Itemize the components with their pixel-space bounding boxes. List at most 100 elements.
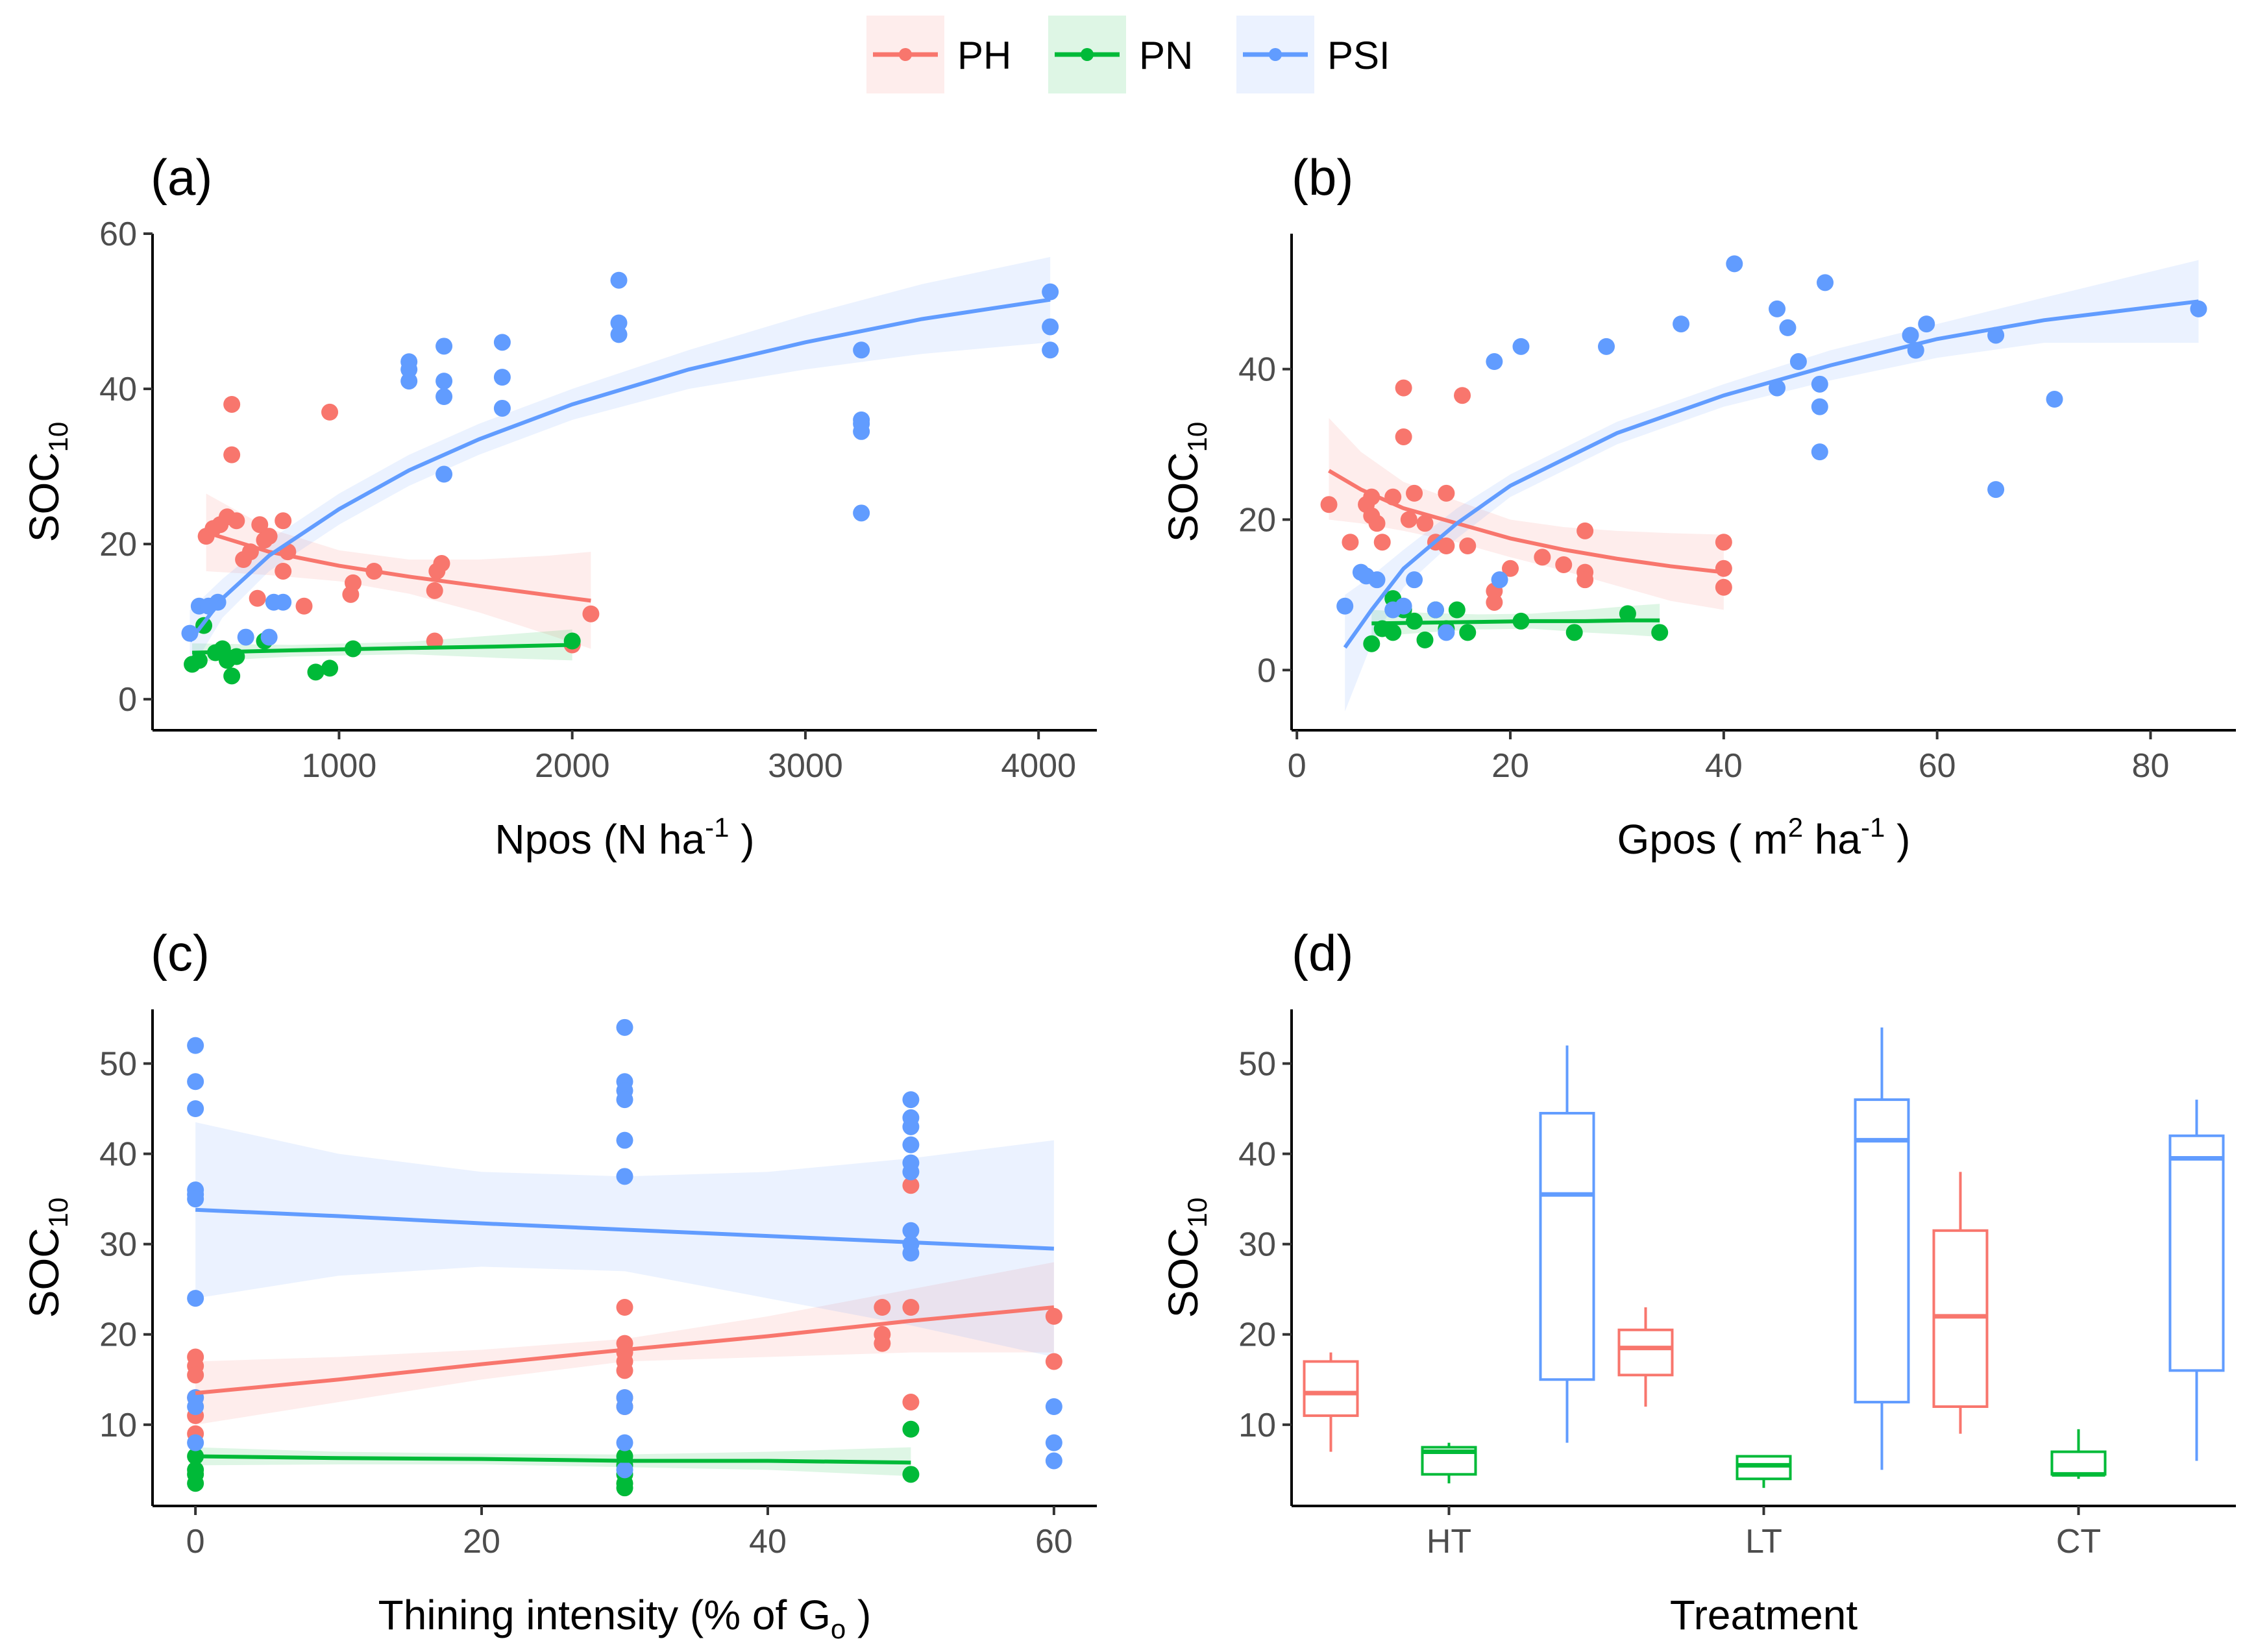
- data-point-psi: [853, 423, 870, 440]
- data-point-psi: [436, 465, 453, 483]
- x-axis-title-main: Npos (N ha: [495, 816, 705, 863]
- y-tick-label: 20: [99, 526, 137, 563]
- data-point-pn: [1416, 631, 1434, 648]
- data-point-psi: [902, 1091, 920, 1109]
- box-lt-ph: [1617, 1307, 1674, 1407]
- data-point-psi: [1438, 624, 1455, 641]
- box-ht-pn: [1421, 1442, 1477, 1484]
- data-point-psi: [616, 1168, 633, 1185]
- x-axis-title-tail: ha: [1803, 816, 1861, 863]
- y-tick-label: 30: [99, 1226, 137, 1264]
- data-point-psi: [1769, 379, 1786, 397]
- data-point-psi: [1042, 341, 1059, 359]
- legend-label: PH: [957, 34, 1011, 77]
- data-point-psi: [2046, 391, 2063, 408]
- legend-item-psi: PSI: [1236, 16, 1390, 93]
- data-point-psi: [187, 1073, 204, 1091]
- data-point-psi: [436, 388, 453, 406]
- fit-line-pn: [195, 1454, 911, 1465]
- data-point-psi: [187, 1037, 204, 1054]
- x-axis-title-tail: ): [846, 1592, 871, 1638]
- legend-key-point: [1081, 48, 1094, 61]
- data-point-ph: [1438, 537, 1455, 555]
- x-tick-label: LT: [1745, 1523, 1782, 1560]
- data-point-pn: [190, 652, 208, 669]
- fit-line-ph: [195, 1305, 1055, 1396]
- fit-line-psi: [195, 1207, 1054, 1251]
- data-point-psi: [260, 628, 278, 646]
- data-point-psi: [902, 1244, 920, 1262]
- data-point-ph: [1715, 534, 1732, 551]
- box-body: [2050, 1450, 2107, 1476]
- data-point-psi: [610, 271, 628, 289]
- data-point-psi: [187, 1100, 204, 1117]
- data-point-ph: [1502, 560, 1519, 577]
- panel-b: (b) 0 20 40 SOC10 Gpos ( m2 ha-1 ) 0 20 40 60 80: [1160, 149, 2236, 863]
- series-psi-points: [1336, 255, 2207, 641]
- y-tick-label: 10: [99, 1407, 137, 1444]
- y-axis-title-main: SOC: [1160, 452, 1207, 543]
- x-tick-label: 4000: [1001, 747, 1076, 785]
- data-point-psi: [1817, 274, 1834, 291]
- data-point-ph: [275, 512, 292, 530]
- x-tick-label: 40: [749, 1523, 787, 1560]
- data-point-ph: [260, 528, 278, 545]
- y-axis-title: SOC10: [21, 422, 73, 542]
- data-point-ph: [251, 516, 269, 534]
- data-point-psi: [187, 1290, 204, 1307]
- y-axis-title: SOC10: [1160, 422, 1212, 542]
- data-point-psi: [493, 334, 511, 351]
- y-axis-title-sub: 10: [1182, 1198, 1212, 1228]
- data-point-pn: [902, 1420, 920, 1438]
- data-point-ph: [295, 597, 313, 615]
- y-axis-title-sub: 10: [1182, 422, 1212, 452]
- data-point-ph: [1715, 578, 1732, 596]
- data-point-pn: [1363, 635, 1380, 652]
- box-ct-psi: [2168, 1100, 2225, 1461]
- data-point-psi: [1902, 327, 1919, 344]
- series-psi-points: [181, 271, 1059, 646]
- data-point-ph: [1395, 428, 1412, 445]
- y-axis-title: SOC10: [21, 1198, 73, 1318]
- data-point-ph: [1320, 496, 1338, 513]
- data-point-psi: [902, 1118, 920, 1135]
- panel-label: (d): [1292, 924, 1353, 981]
- data-point-psi: [187, 1398, 204, 1415]
- x-tick-label: 0: [186, 1523, 205, 1560]
- box-body: [1303, 1360, 1359, 1417]
- data-point-psi: [493, 369, 511, 386]
- x-axis-title: Thining intensity (% of Go ): [378, 1592, 872, 1644]
- x-axis-title-tail: ): [729, 816, 754, 863]
- data-point-ph: [902, 1394, 920, 1411]
- data-point-ph: [249, 589, 266, 607]
- box-lt-pn: [1736, 1455, 1792, 1488]
- data-point-psi: [1726, 255, 1743, 273]
- box-body: [2168, 1134, 2225, 1372]
- data-point-psi: [1336, 597, 1354, 615]
- data-point-pn: [616, 1479, 633, 1497]
- y-tick-label: 40: [99, 1136, 137, 1174]
- data-point-ph: [1454, 387, 1471, 404]
- box-body: [1617, 1328, 1674, 1377]
- legend-key-point: [899, 48, 912, 61]
- data-point-ph: [616, 1362, 633, 1379]
- data-point-ph: [874, 1299, 891, 1316]
- x-axis-title-sup2: -1: [1861, 812, 1885, 843]
- data-point-psi: [1512, 338, 1530, 355]
- legend-item-pn: PN: [1048, 16, 1193, 93]
- data-point-ph: [1715, 560, 1732, 577]
- data-point-psi: [1491, 571, 1508, 589]
- data-point-ph: [1486, 593, 1503, 611]
- legend-label: PSI: [1327, 34, 1390, 77]
- panel-label: (a): [151, 149, 212, 206]
- data-point-psi: [400, 373, 418, 390]
- box-ct-ph: [1932, 1172, 1989, 1434]
- data-point-psi: [610, 314, 628, 332]
- legend: PH PN PSI: [866, 16, 1390, 93]
- y-tick-label: 20: [99, 1316, 137, 1354]
- data-point-ph: [321, 403, 339, 421]
- data-point-psi: [1789, 353, 1807, 371]
- data-point-ph: [223, 395, 241, 413]
- x-tick-label: 1000: [302, 747, 377, 785]
- x-tick-label: 20: [463, 1523, 500, 1560]
